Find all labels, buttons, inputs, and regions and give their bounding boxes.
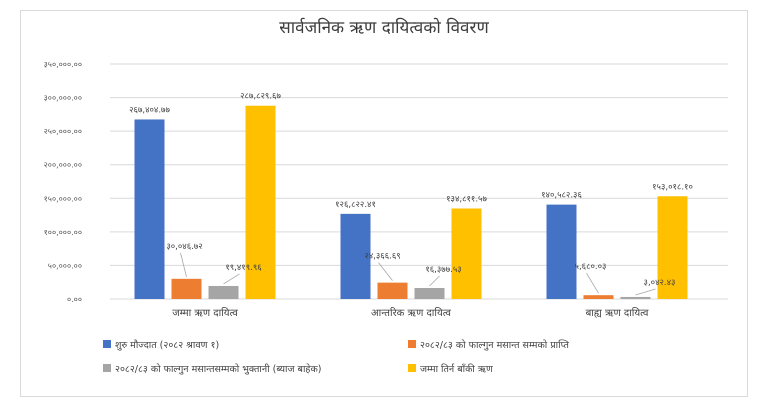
legend-label: २०८२/८३ को फाल्गुन मसान्तसम्मको भुक्तानी… [115,363,321,375]
leader-line [180,252,187,277]
y-tick-label: २५०,०००.०० [44,127,82,136]
data-label: ३०,०४६.७२ [166,242,202,252]
bar [583,295,614,299]
data-label: २६७,४०४.७७ [129,105,170,115]
data-label: १५३,०१८.१० [652,182,693,192]
bar [208,285,239,299]
chart-title: सार्वजनिक ऋण दायित्वको विवरण [279,17,489,38]
legend-swatch [103,364,111,372]
legend-swatch [103,340,111,348]
y-tick-label: ०.०० [67,295,82,304]
bar [171,278,202,299]
bar [546,204,577,299]
legend-label: शुरु मौज्दात (२०८२ श्रावण १) [115,339,219,351]
bar [620,296,651,299]
bars [134,105,688,300]
data-label: २८७,८२९.६७ [240,92,281,102]
y-axis-ticks: ०.०० ५०,०००.०० १००,०००.०० १५०,०००.०० २००,०००… [44,60,82,304]
y-tick-label: १००,०००.०० [44,228,82,237]
bar [245,105,276,299]
legend-label: जम्मा तिर्न बाँकी ऋण [420,363,493,375]
data-label: २४,३६६.६९ [364,252,400,262]
category-labels: जम्मा ऋण दायित्व आन्तरिक ऋण दायित्व बाह्य … [172,307,649,319]
grid-lines [110,63,728,300]
bar [451,208,482,299]
y-tick-label: २००,०००.०० [44,161,82,170]
bar [377,282,408,299]
bar [414,288,445,299]
leader-line [223,273,240,285]
data-label: ५,६८०.०३ [575,262,607,272]
y-tick-label: ३००,०००.०० [44,94,82,103]
category-label: आन्तरिक ऋण दायित्व [371,307,451,319]
data-label: १३४,८११.५७ [446,194,487,204]
leader-line [429,275,440,287]
leader-line [378,262,393,281]
data-label: १२६,८२२.४१ [335,200,376,210]
category-label: जम्मा ऋण दायित्व [172,307,238,319]
y-tick-label: १५०,०००.०० [44,194,82,203]
bar [340,213,371,299]
data-labels: २६७,४०४.७७ ३०,०४६.७२ १९,४१९.९६ २८७,८२९.६७ १२… [129,92,693,296]
y-tick-label: ३५०,०००.०० [44,60,82,69]
bar [657,196,688,299]
data-label: १४०,५८२.३६ [541,191,582,201]
leader-line [586,272,599,294]
data-label: १६,३७७.५३ [425,265,461,275]
legend-label: २०८२/८३ को फाल्गुन मसान्त सम्मको प्राप्त… [420,339,569,351]
bar [134,119,165,300]
leader-line [635,288,656,296]
category-label: बाह्य ऋण दायित्व [586,307,649,319]
y-tick-label: ५०,०००.०० [48,261,82,270]
legend-swatch [408,340,416,348]
data-label: ३,०४२.४३ [644,278,676,288]
data-label: १९,४१९.९६ [225,263,262,273]
legend: शुरु मौज्दात (२०८२ श्रावण १) २०८२/८३ को फ… [103,339,569,375]
legend-swatch [408,364,416,372]
